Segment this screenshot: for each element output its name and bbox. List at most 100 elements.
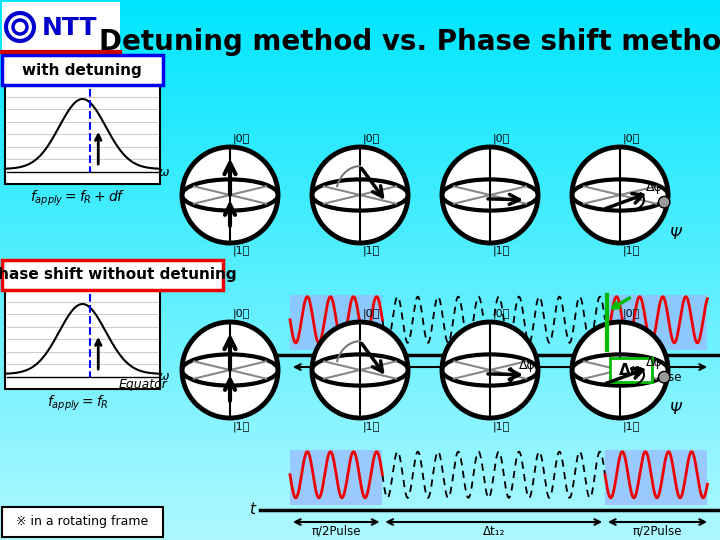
Bar bbox=[2, 2, 120, 52]
Bar bbox=[290, 295, 382, 350]
Bar bbox=[0, 441, 720, 451]
Bar bbox=[0, 108, 720, 118]
Circle shape bbox=[182, 322, 278, 418]
Text: |1〉: |1〉 bbox=[363, 421, 380, 431]
Bar bbox=[0, 360, 720, 370]
Text: |1〉: |1〉 bbox=[623, 421, 640, 431]
Bar bbox=[0, 90, 720, 100]
Text: with detuning: with detuning bbox=[22, 63, 142, 78]
Circle shape bbox=[658, 197, 670, 208]
Bar bbox=[0, 423, 720, 433]
Bar bbox=[0, 9, 720, 19]
Text: |1〉: |1〉 bbox=[493, 421, 510, 431]
Bar bbox=[0, 495, 720, 505]
Text: Detuning method vs. Phase shift method: Detuning method vs. Phase shift method bbox=[99, 28, 720, 56]
Bar bbox=[290, 450, 382, 505]
Text: Phase shift without detuning: Phase shift without detuning bbox=[0, 267, 237, 282]
Bar bbox=[0, 522, 720, 532]
Text: |1〉: |1〉 bbox=[623, 246, 640, 256]
Circle shape bbox=[442, 322, 538, 418]
Bar bbox=[0, 288, 720, 298]
Bar bbox=[0, 126, 720, 136]
Text: π/2Pulse: π/2Pulse bbox=[633, 370, 683, 383]
Bar bbox=[0, 297, 720, 307]
Bar bbox=[0, 504, 720, 514]
Text: |1〉: |1〉 bbox=[233, 246, 251, 256]
Text: ω: ω bbox=[159, 165, 169, 179]
Bar bbox=[0, 243, 720, 253]
Bar bbox=[0, 387, 720, 397]
Text: Δφ: Δφ bbox=[647, 181, 663, 194]
FancyBboxPatch shape bbox=[2, 260, 223, 290]
Bar bbox=[0, 369, 720, 379]
Bar bbox=[0, 117, 720, 127]
Text: |0〉: |0〉 bbox=[493, 133, 510, 144]
Text: NTT: NTT bbox=[42, 16, 98, 40]
Bar bbox=[0, 189, 720, 199]
Bar bbox=[605, 450, 707, 505]
FancyBboxPatch shape bbox=[610, 358, 652, 382]
FancyBboxPatch shape bbox=[2, 55, 163, 85]
Text: Δt₁₂: Δt₁₂ bbox=[482, 370, 505, 383]
Bar bbox=[0, 45, 720, 55]
Bar bbox=[0, 216, 720, 226]
Bar bbox=[0, 234, 720, 244]
Bar bbox=[0, 18, 720, 28]
Circle shape bbox=[312, 322, 408, 418]
Text: Equator: Equator bbox=[119, 378, 168, 391]
Text: ※ in a rotating frame: ※ in a rotating frame bbox=[16, 516, 148, 529]
Circle shape bbox=[572, 322, 668, 418]
Text: |0〉: |0〉 bbox=[233, 308, 251, 319]
Circle shape bbox=[658, 372, 670, 383]
Bar bbox=[0, 279, 720, 289]
Bar bbox=[0, 414, 720, 424]
Bar bbox=[0, 198, 720, 208]
Bar bbox=[0, 378, 720, 388]
Bar bbox=[0, 180, 720, 190]
Bar bbox=[0, 252, 720, 262]
Circle shape bbox=[442, 147, 538, 243]
Bar bbox=[0, 315, 720, 325]
Bar bbox=[0, 459, 720, 469]
Text: t: t bbox=[249, 348, 255, 362]
Text: |0〉: |0〉 bbox=[233, 133, 251, 144]
Bar bbox=[0, 270, 720, 280]
Text: $f_{apply} = f_R$: $f_{apply} = f_R$ bbox=[47, 393, 109, 413]
Text: |1〉: |1〉 bbox=[493, 246, 510, 256]
Bar bbox=[0, 333, 720, 343]
Bar bbox=[5, 289, 160, 389]
Text: Δφ: Δφ bbox=[619, 362, 643, 377]
Bar bbox=[0, 396, 720, 406]
Text: |1〉: |1〉 bbox=[363, 246, 380, 256]
Text: |0〉: |0〉 bbox=[363, 133, 380, 144]
Circle shape bbox=[312, 147, 408, 243]
Bar bbox=[0, 207, 720, 217]
Bar bbox=[0, 27, 720, 37]
Text: Δφ: Δφ bbox=[519, 359, 536, 372]
Bar bbox=[0, 225, 720, 235]
Text: $f_{apply} = f_R + df$: $f_{apply} = f_R + df$ bbox=[30, 188, 126, 208]
Bar bbox=[0, 63, 720, 73]
Bar bbox=[0, 477, 720, 487]
Bar bbox=[0, 261, 720, 271]
Circle shape bbox=[182, 147, 278, 243]
Text: Ψ: Ψ bbox=[669, 402, 681, 417]
Text: Δφ: Δφ bbox=[647, 356, 663, 369]
Text: Δt₁₂: Δt₁₂ bbox=[482, 525, 505, 538]
Bar bbox=[0, 36, 720, 46]
Bar bbox=[0, 432, 720, 442]
Text: Ψ: Ψ bbox=[669, 227, 681, 242]
Text: |0〉: |0〉 bbox=[493, 308, 510, 319]
Bar bbox=[0, 513, 720, 523]
Bar bbox=[0, 54, 720, 64]
Text: |0〉: |0〉 bbox=[623, 133, 640, 144]
Text: π/2Pulse: π/2Pulse bbox=[312, 370, 361, 383]
Text: |0〉: |0〉 bbox=[623, 308, 640, 319]
Text: |0〉: |0〉 bbox=[363, 308, 380, 319]
Bar bbox=[0, 72, 720, 82]
Bar bbox=[0, 450, 720, 460]
Text: ω: ω bbox=[159, 370, 169, 383]
Text: π/2Pulse: π/2Pulse bbox=[633, 525, 683, 538]
Bar bbox=[0, 405, 720, 415]
Bar bbox=[0, 342, 720, 352]
